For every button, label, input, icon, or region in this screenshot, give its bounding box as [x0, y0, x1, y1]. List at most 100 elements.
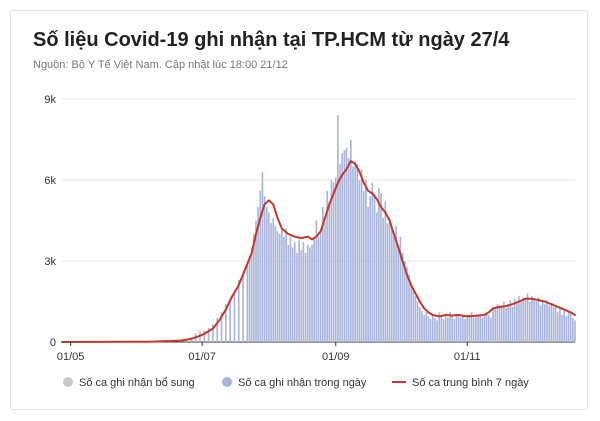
- daily-cases-bar: [563, 310, 566, 342]
- daily-cases-bar: [401, 252, 404, 342]
- daily-cases-bar: [550, 302, 553, 342]
- daily-cases-bar: [207, 327, 210, 342]
- daily-cases-bar: [309, 247, 311, 342]
- daily-cases-bar: [436, 320, 438, 342]
- daily-cases-bar: [509, 300, 512, 342]
- x-tick-label: 01/07: [188, 351, 216, 363]
- daily-cases-bar: [274, 225, 277, 342]
- daily-cases-bar: [380, 193, 382, 342]
- daily-cases-bar: [345, 147, 348, 342]
- daily-cases-bar: [431, 315, 434, 342]
- y-tick-label: 6k: [44, 175, 56, 187]
- daily-cases-bar: [496, 304, 499, 342]
- daily-cases-bar: [319, 228, 322, 342]
- daily-cases-bar: [440, 316, 443, 342]
- daily-cases-bar: [544, 304, 546, 342]
- daily-cases-bar: [416, 301, 419, 342]
- daily-cases-bar: [444, 313, 447, 342]
- daily-cases-bar: [524, 300, 527, 342]
- daily-cases-bar: [293, 242, 296, 342]
- daily-cases-bar: [505, 308, 507, 342]
- daily-cases-bar: [296, 252, 298, 342]
- daily-cases-bar: [237, 279, 240, 342]
- legend: Số ca ghi nhận bổ sung Số ca ghi nhận tro…: [63, 377, 529, 389]
- daily-cases-bar: [216, 317, 219, 342]
- x-tick-label: 01/05: [57, 351, 85, 363]
- chart-title: Số liệu Covid-19 ghi nhận tại TP.HCM từ …: [33, 29, 510, 51]
- daily-cases-bar: [261, 171, 264, 342]
- daily-cases-bar: [324, 223, 326, 342]
- axis-labels: 0 3k 6k 9k 01/05 01/07 01/09 01/11: [44, 94, 480, 363]
- daily-cases-bar: [483, 316, 486, 342]
- daily-cases-bar: [291, 247, 294, 342]
- daily-cases-bar: [434, 317, 436, 342]
- daily-cases-bar: [541, 301, 544, 342]
- daily-cases-bar: [347, 158, 350, 342]
- daily-cases-bar: [438, 312, 441, 342]
- daily-cases-bar: [492, 306, 494, 342]
- daily-cases-bar: [418, 306, 421, 342]
- daily-cases-bar: [328, 201, 331, 342]
- daily-cases-bar: [477, 316, 479, 342]
- daily-cases-bar: [268, 212, 270, 342]
- daily-cases-bar: [569, 313, 572, 342]
- daily-cases-bar: [503, 301, 505, 342]
- daily-cases-bar: [255, 220, 257, 342]
- daily-cases-bar: [257, 207, 259, 342]
- daily-cases-bar: [253, 234, 255, 342]
- daily-cases-bar: [233, 290, 236, 342]
- daily-cases-bar: [472, 317, 475, 342]
- daily-cases-bar: [546, 300, 548, 342]
- daily-cases-bar: [270, 223, 272, 342]
- x-tick-label: 01/09: [322, 351, 350, 363]
- daily-cases-bar: [395, 225, 397, 342]
- daily-cases-bar: [365, 180, 367, 342]
- daily-cases-bar: [559, 308, 561, 342]
- daily-cases-bar: [507, 304, 509, 342]
- daily-cases-bar: [414, 296, 417, 342]
- daily-cases-bar: [574, 320, 576, 342]
- daily-cases-bar: [522, 297, 525, 342]
- daily-cases-bar: [561, 315, 563, 342]
- daily-cases-bar: [565, 316, 568, 342]
- daily-cases-bar: [386, 223, 389, 342]
- daily-cases-bar: [248, 258, 251, 342]
- daily-cases-bar: [356, 163, 359, 342]
- daily-cases-bars: [158, 115, 576, 342]
- daily-cases-bar: [466, 316, 469, 342]
- daily-cases-bar: [399, 236, 402, 342]
- daily-cases-bar: [451, 315, 453, 342]
- daily-cases-bar: [373, 193, 376, 342]
- daily-cases-bar: [485, 312, 488, 342]
- daily-cases-bar: [494, 308, 497, 342]
- daily-cases-bar: [526, 293, 529, 342]
- daily-cases-bar: [311, 244, 313, 342]
- daily-cases-bar: [326, 190, 328, 342]
- daily-cases-bar: [352, 166, 354, 342]
- daily-cases-bar: [332, 182, 335, 342]
- daily-cases-bar: [567, 312, 570, 342]
- daily-cases-bar: [539, 305, 542, 342]
- daily-cases-bar: [572, 317, 574, 342]
- daily-cases-bar: [371, 182, 374, 342]
- daily-cases-bar: [330, 180, 333, 342]
- daily-cases-bar: [378, 188, 380, 342]
- daily-cases-bar: [298, 239, 300, 342]
- daily-cases-bar: [453, 319, 456, 342]
- daily-cases-bar: [403, 261, 406, 342]
- daily-cases-bar: [515, 302, 518, 342]
- daily-cases-bar: [283, 236, 285, 342]
- daily-cases-bar: [313, 239, 315, 342]
- daily-cases-bar: [265, 207, 268, 342]
- daily-cases-bar: [554, 305, 557, 342]
- daily-cases-bar: [408, 274, 410, 342]
- daily-cases-bar: [337, 115, 339, 342]
- daily-cases-bar: [203, 330, 206, 342]
- daily-cases-bar: [500, 306, 503, 342]
- seven-day-average-path: [61, 160, 576, 343]
- daily-cases-bar: [350, 139, 352, 342]
- daily-cases-bar: [388, 217, 391, 342]
- daily-cases-bar: [220, 312, 223, 342]
- daily-cases-bar: [339, 163, 341, 342]
